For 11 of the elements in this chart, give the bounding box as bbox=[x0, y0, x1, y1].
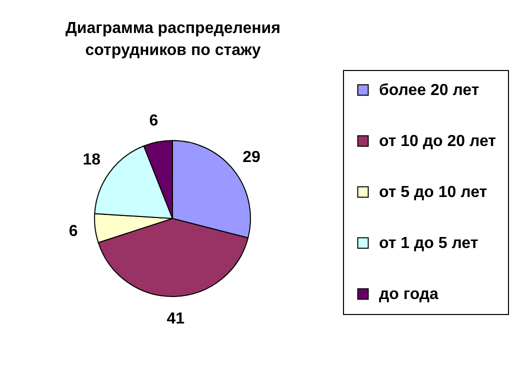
data-label: 6 bbox=[68, 223, 78, 240]
data-label: 29 bbox=[242, 149, 261, 166]
legend-label: от 5 до 10 лет bbox=[379, 184, 488, 201]
data-label: 18 bbox=[82, 152, 101, 169]
data-label: 6 bbox=[149, 112, 158, 130]
data-label: 41 bbox=[166, 310, 185, 328]
legend-label: от 10 до 20 лет bbox=[379, 133, 496, 150]
legend-label: до года bbox=[379, 286, 439, 303]
legend-label: более 20 лет bbox=[379, 82, 480, 99]
chart-title: Диаграмма распределения сотрудников по стажу bbox=[64, 19, 282, 61]
legend-label: от 1 до 5 лет bbox=[379, 235, 478, 252]
